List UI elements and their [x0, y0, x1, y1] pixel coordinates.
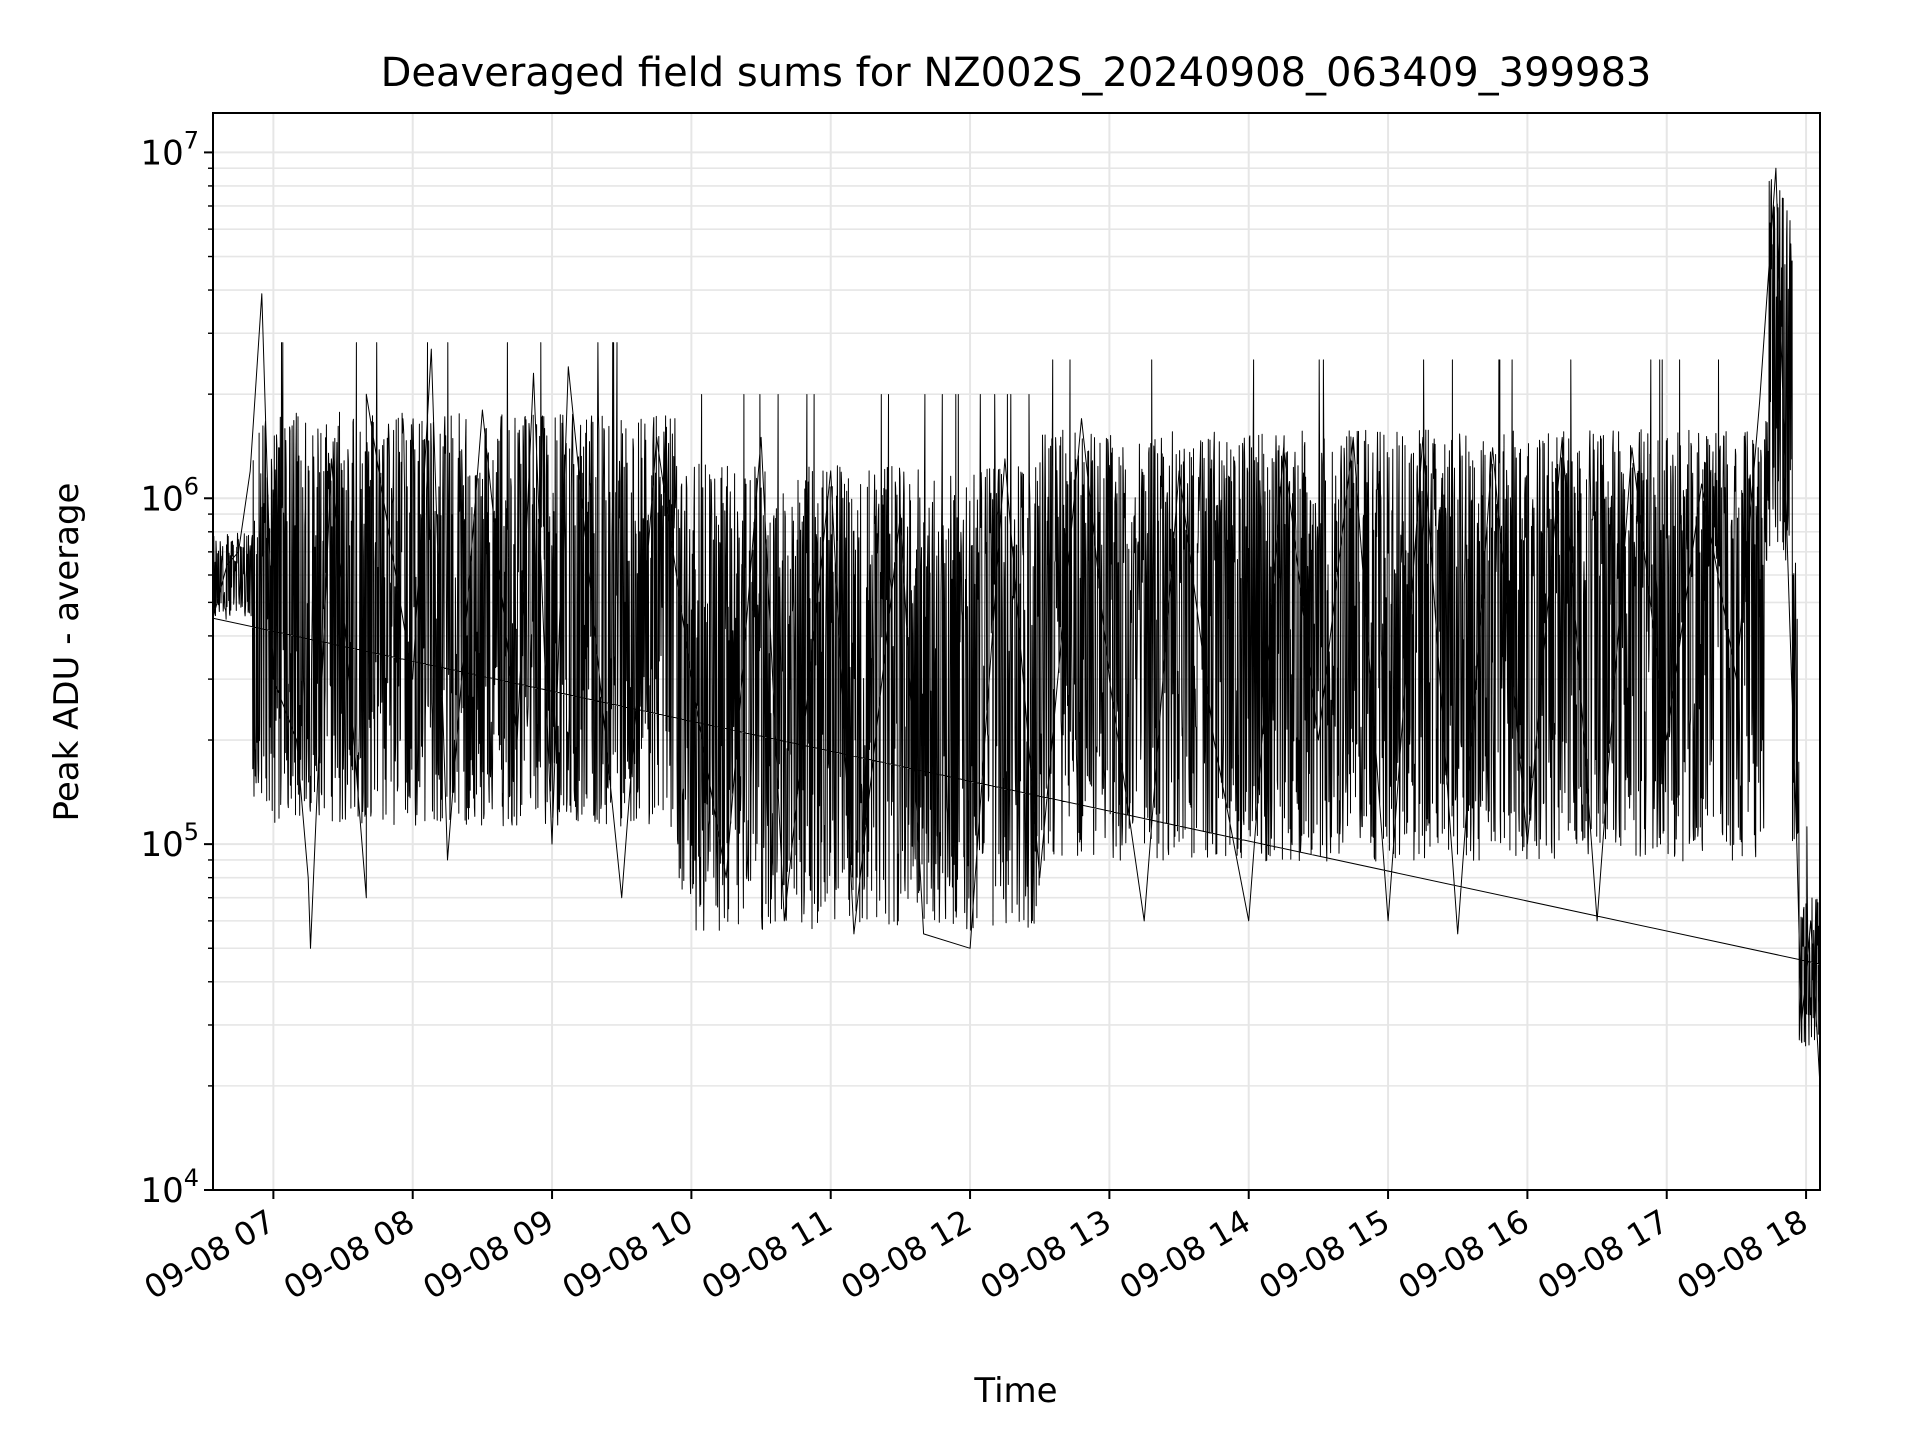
- y-tick-label-base: 10: [140, 1171, 183, 1211]
- y-tick-label: 105: [140, 818, 199, 865]
- y-tick-label-exponent: 7: [184, 126, 199, 154]
- series-line: [212, 167, 1821, 1086]
- y-tick-label-base: 10: [140, 479, 183, 519]
- y-tick-label: 107: [140, 126, 199, 173]
- plot-frame: [212, 112, 1821, 1191]
- y-tick-label: 104: [140, 1164, 199, 1211]
- y-tick-label-exponent: 4: [184, 1164, 199, 1192]
- y-tick-label-base: 10: [140, 825, 183, 865]
- chart-title: Deaveraged field sums for NZ002S_2024090…: [381, 50, 1652, 96]
- y-axis-label: Peak ADU - average: [47, 483, 87, 822]
- y-tick-label-base: 10: [140, 133, 183, 173]
- data-trace: [212, 167, 1821, 1086]
- y-tick-label: 106: [140, 472, 199, 519]
- y-tick-label-exponent: 6: [184, 472, 199, 500]
- y-tick-label-exponent: 5: [184, 818, 199, 846]
- x-axis-label: Time: [973, 1371, 1057, 1411]
